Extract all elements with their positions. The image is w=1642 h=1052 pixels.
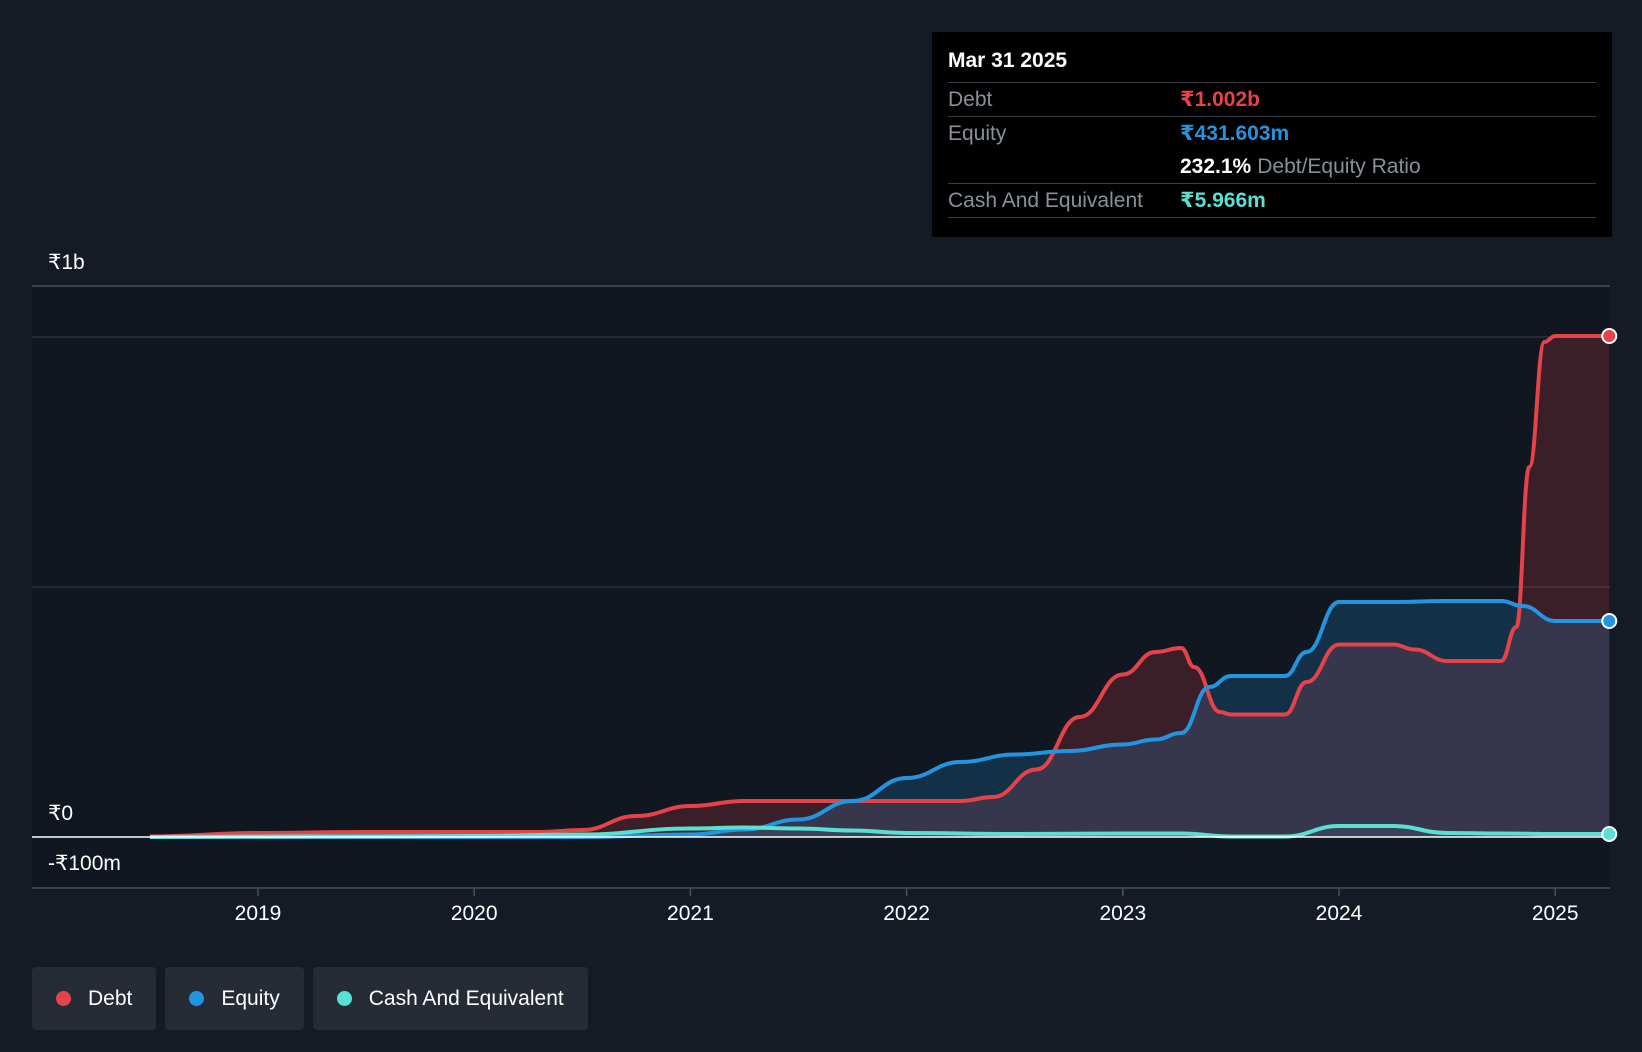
debt-area	[149, 336, 1610, 837]
x-tick-label: 2023	[1099, 902, 1146, 925]
x-tick-label: 2019	[235, 902, 282, 925]
x-axis: 2019 2020 2021 2022 2023 2024 2025	[235, 888, 1579, 925]
x-tick-label: 2024	[1316, 902, 1363, 925]
cash-end-marker	[1601, 826, 1618, 842]
legend-dot-icon	[189, 991, 205, 1006]
tooltip: Mar 31 2025 Debt ₹1.002b Equity ₹431.603…	[932, 32, 1612, 237]
y-axis-top-label: ₹1b	[48, 251, 85, 274]
legend-item-debt[interactable]: Debt	[32, 967, 157, 1030]
legend-item-equity[interactable]: Equity	[165, 967, 304, 1030]
legend-dot-icon	[336, 991, 352, 1006]
debt-end-marker	[1601, 328, 1618, 344]
tooltip-cash-row: Cash And Equivalent ₹5.966m	[948, 183, 1596, 218]
equity-area	[149, 601, 1610, 837]
tooltip-cash-value: ₹5.966m	[1180, 189, 1266, 212]
legend: Debt Equity Cash And Equivalent	[32, 967, 588, 1030]
legend-item-cash[interactable]: Cash And Equivalent	[312, 967, 588, 1030]
x-tick-label: 2021	[667, 902, 714, 925]
x-tick-label: 2025	[1532, 902, 1579, 925]
y-axis-zero-label: ₹0	[48, 802, 74, 825]
tooltip-debt-value: ₹1.002b	[1180, 88, 1260, 111]
x-tick-label: 2020	[451, 902, 498, 925]
legend-label-cash: Cash And Equivalent	[368, 986, 564, 1010]
series-lines	[32, 334, 1610, 840]
tooltip-debt-label: Debt	[948, 87, 993, 111]
equity-end-marker	[1601, 613, 1618, 629]
legend-dot-icon	[56, 991, 71, 1006]
tooltip-ratio-label: Debt/Equity Ratio	[1257, 154, 1421, 178]
tooltip-cash-label: Cash And Equivalent	[948, 188, 1143, 212]
legend-label-equity: Equity	[221, 986, 280, 1010]
tooltip-equity-value: ₹431.603m	[1180, 122, 1290, 145]
debt-line	[149, 334, 1610, 839]
y-axis-bottom-label: -₹100m	[48, 852, 121, 875]
gridlines	[32, 285, 1610, 889]
x-tick-label: 2022	[883, 902, 930, 925]
legend-label-debt: Debt	[88, 986, 133, 1010]
tooltip-date: Mar 31 2025	[948, 49, 1068, 72]
tooltip-ratio-value: 232.1%	[1180, 154, 1252, 178]
tooltip-debt-row: Debt ₹1.002b	[948, 82, 1596, 116]
series-end-markers	[1601, 328, 1618, 842]
cash-line	[149, 824, 1610, 839]
tooltip-equity-label: Equity	[948, 121, 1007, 145]
tooltip-equity-row: Equity ₹431.603m	[948, 116, 1596, 150]
tooltip-ratio-row: 232.1% Debt/Equity Ratio	[948, 150, 1596, 183]
